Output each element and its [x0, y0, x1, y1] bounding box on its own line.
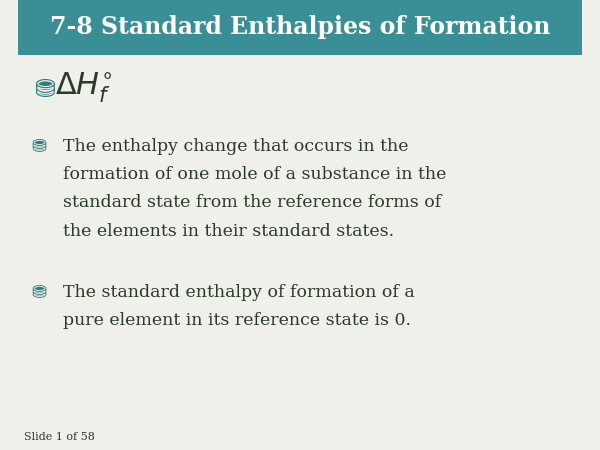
Text: the elements in their standard states.: the elements in their standard states. — [63, 223, 394, 240]
Text: The standard enthalpy of formation of a: The standard enthalpy of formation of a — [63, 284, 415, 301]
FancyBboxPatch shape — [18, 0, 582, 55]
Text: ⛃: ⛃ — [31, 137, 47, 155]
Text: pure element in its reference state is 0.: pure element in its reference state is 0… — [63, 312, 411, 329]
Text: standard state from the reference forms of: standard state from the reference forms … — [63, 194, 441, 212]
Text: Slide 1 of 58: Slide 1 of 58 — [24, 432, 95, 441]
Text: $\Delta H_f^{\circ}$: $\Delta H_f^{\circ}$ — [55, 70, 113, 105]
Text: formation of one mole of a substance in the: formation of one mole of a substance in … — [63, 166, 446, 183]
Text: The enthalpy change that occurs in the: The enthalpy change that occurs in the — [63, 138, 409, 155]
Text: 7-8 Standard Enthalpies of Formation: 7-8 Standard Enthalpies of Formation — [50, 15, 550, 40]
Text: ⛃: ⛃ — [31, 284, 47, 302]
Text: ⛃: ⛃ — [35, 78, 56, 102]
